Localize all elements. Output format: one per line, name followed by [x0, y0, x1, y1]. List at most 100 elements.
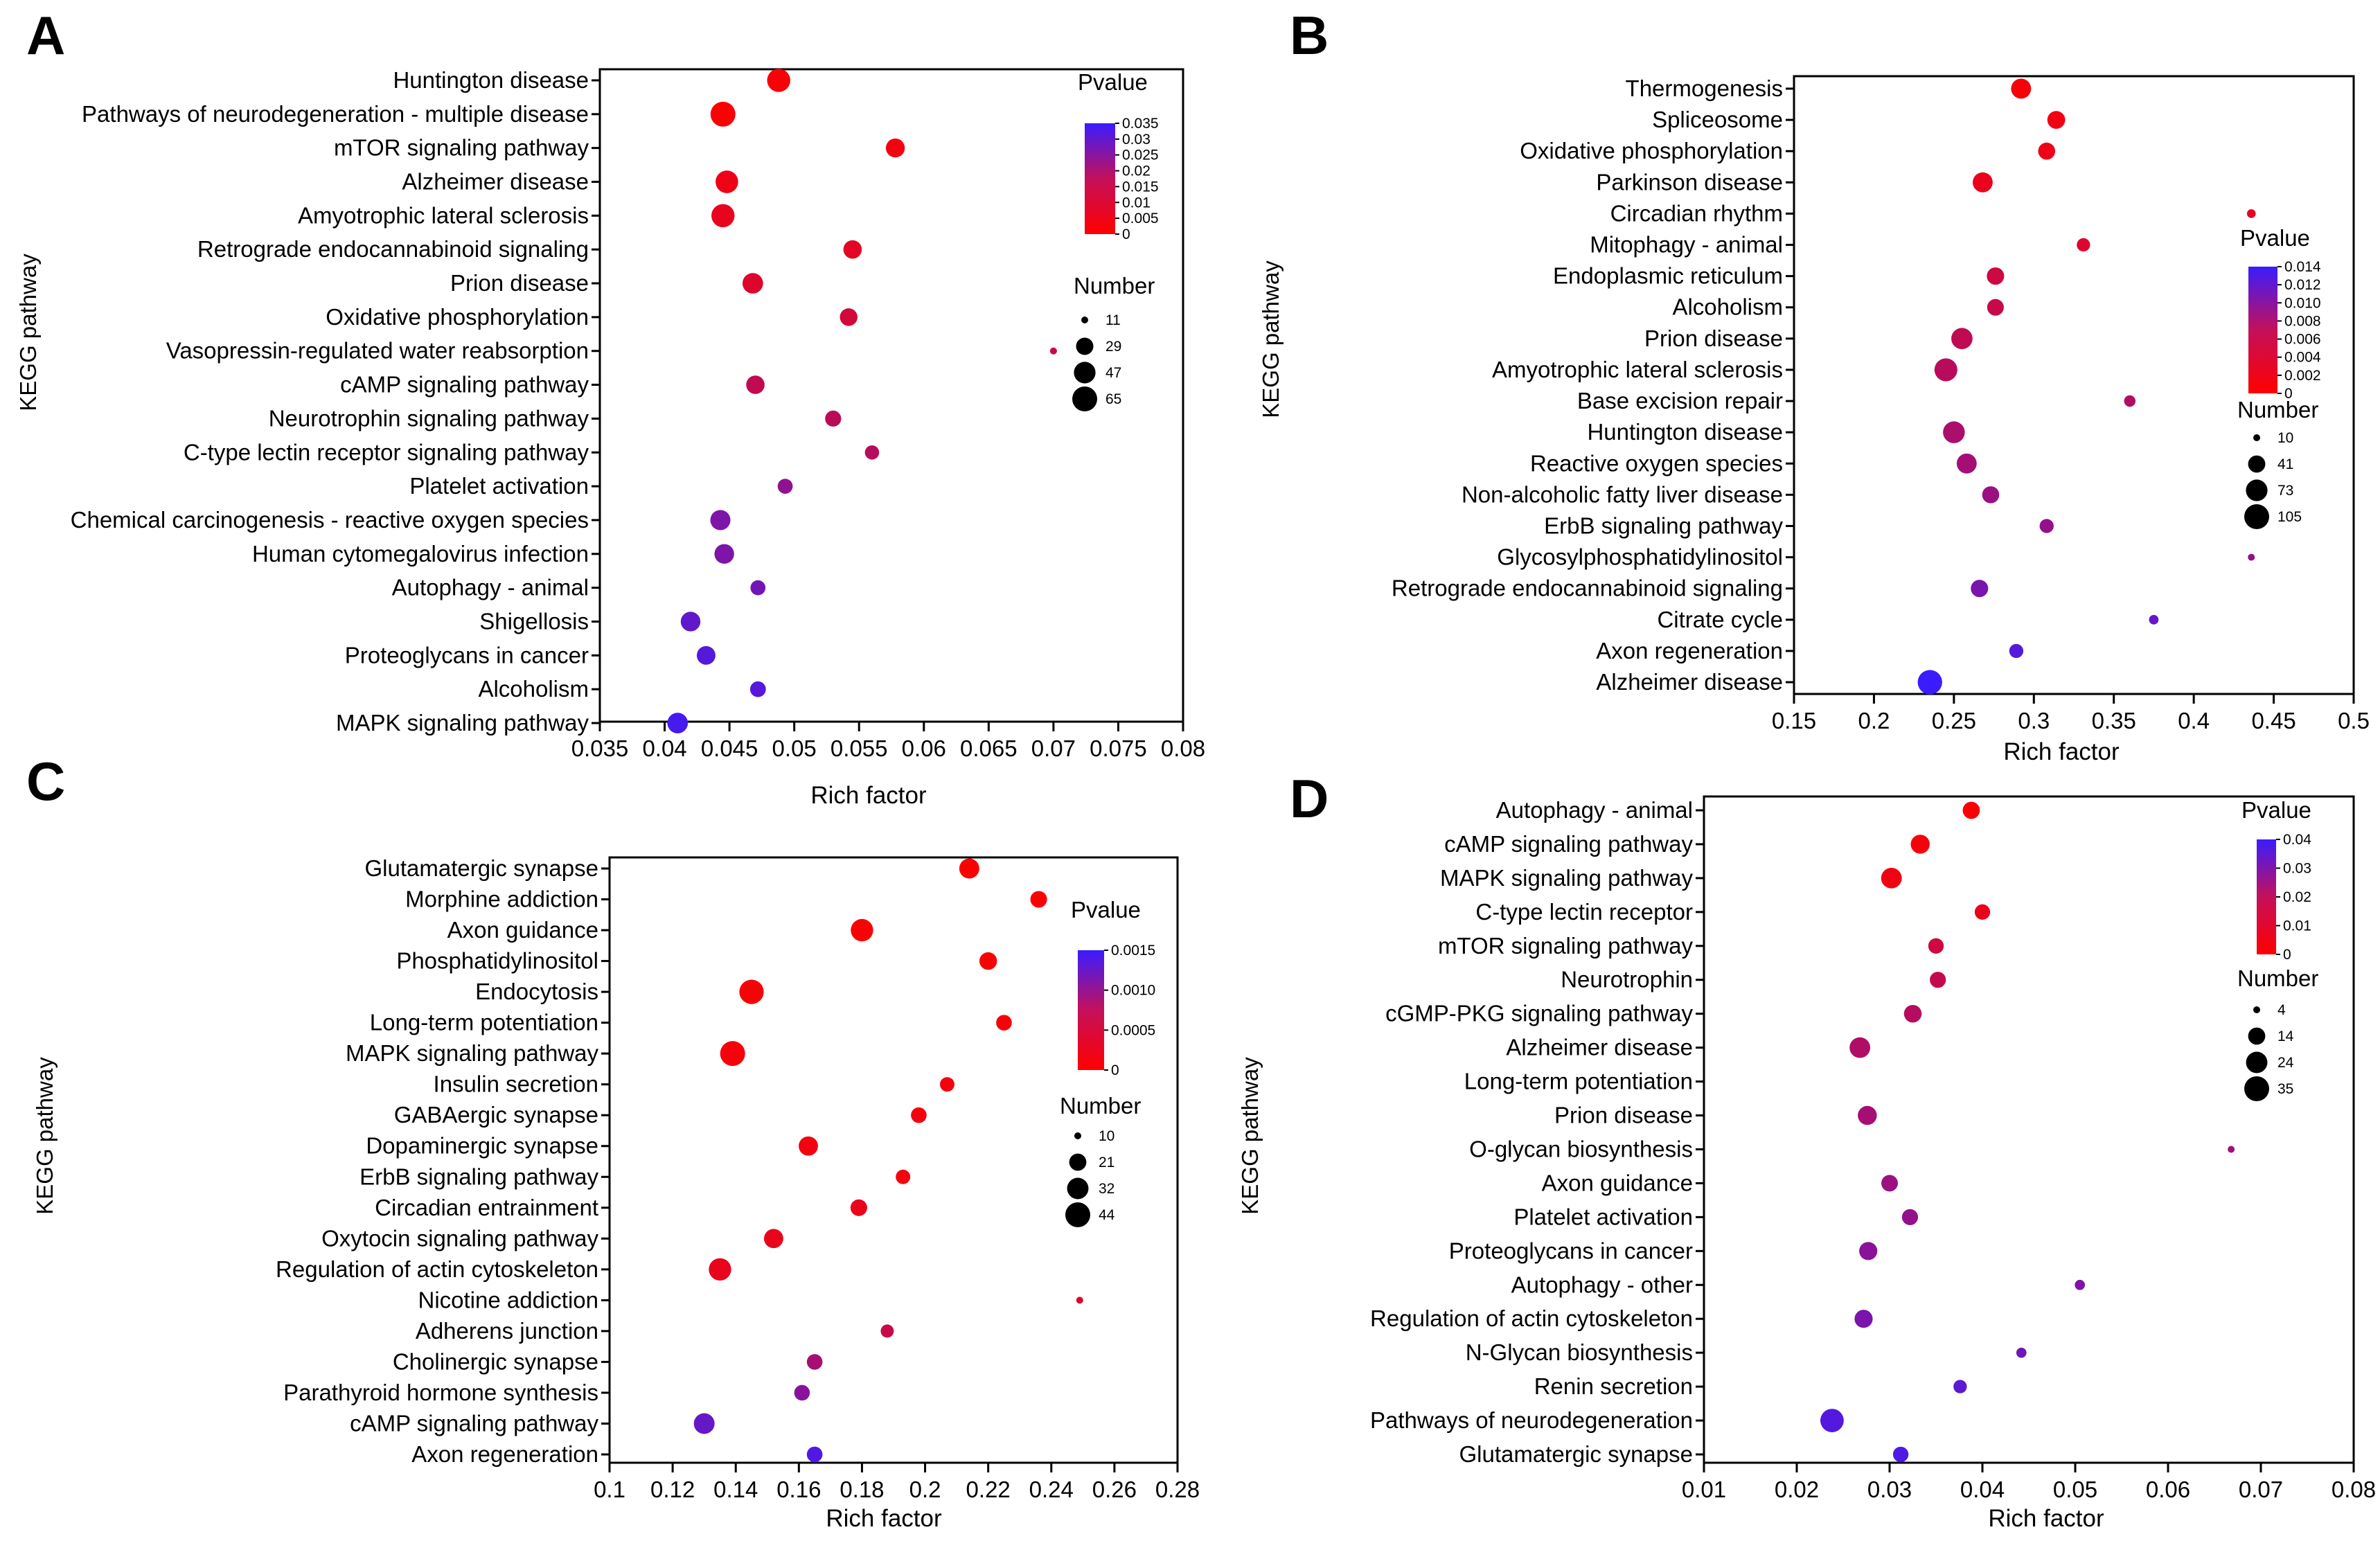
pvalue-tick-label: 0.0015	[1111, 943, 1155, 959]
x-tick-label: 0.3	[2018, 708, 2050, 733]
y-tick-label: Chemical carcinogenesis - reactive oxyge…	[71, 507, 589, 533]
data-point	[742, 273, 763, 294]
y-tick-label: O-glycan biosynthesis	[1469, 1136, 1693, 1161]
y-tick-label: MAPK signaling pathway	[1440, 865, 1694, 891]
y-tick-label: Alcoholism	[1672, 294, 1783, 320]
pvalue-tick-label: 0.025	[1122, 148, 1159, 163]
y-tick-label: Retrograde endocannabinoid signaling	[1392, 576, 1783, 601]
y-tick-label: Adherens junction	[416, 1318, 598, 1344]
data-point	[2246, 209, 2256, 218]
y-tick-label: Axon guidance	[1542, 1170, 1693, 1195]
y-tick-label: Phosphatidylinositol	[396, 948, 598, 974]
data-point	[1859, 1242, 1878, 1261]
data-point	[749, 681, 766, 697]
pvalue-tick-label: 0.03	[2283, 861, 2311, 877]
plot-frame	[1793, 75, 2355, 695]
data-point	[763, 1229, 783, 1249]
x-tick-label: 0.28	[1155, 1477, 1200, 1502]
y-tick-label: Autophagy - other	[1511, 1272, 1693, 1297]
data-point	[680, 612, 701, 632]
y-tick-label: Non-alcoholic fatty liver disease	[1462, 481, 1783, 507]
number-legend-dot	[2246, 479, 2268, 501]
data-point	[843, 240, 862, 259]
data-point	[896, 1169, 911, 1184]
data-point	[1854, 1310, 1873, 1328]
y-tick-label: GABAergic synapse	[394, 1102, 598, 1128]
y-tick-label: ErbB signaling pathway	[1544, 513, 1783, 538]
y-tick-label: Alcoholism	[478, 676, 589, 702]
x-tick-label: 0.45	[2251, 708, 2295, 733]
pvalue-tick-label: 0.014	[2284, 259, 2321, 275]
number-legend-dot	[1067, 1177, 1089, 1200]
x-tick-label: 0.12	[650, 1477, 695, 1502]
x-tick-label: 0.15	[1772, 708, 1816, 733]
y-tick-label: Shigellosis	[479, 608, 589, 634]
data-point	[1971, 580, 1989, 598]
data-point	[1956, 453, 1977, 474]
x-tick-label: 0.2	[1858, 708, 1890, 733]
x-tick-label: 0.22	[966, 1477, 1011, 1502]
number-legend-dot	[2248, 455, 2266, 473]
data-point	[825, 410, 842, 427]
x-axis-title: Rich factor	[826, 1505, 942, 1532]
data-point	[1820, 1409, 1844, 1432]
data-point	[767, 69, 790, 92]
x-tick-label: 0.06	[902, 736, 946, 761]
y-tick-label: Circadian entrainment	[375, 1195, 598, 1220]
pvalue-tick-label: 0	[2284, 386, 2293, 402]
y-tick-label: cAMP signaling pathway	[340, 372, 589, 398]
y-tick-label: Glutamatergic synapse	[365, 855, 599, 881]
pvalue-tick-label: 0.006	[2284, 332, 2321, 348]
y-tick-label: mTOR signaling pathway	[1438, 933, 1694, 959]
data-point	[667, 713, 689, 733]
x-tick-label: 0.055	[831, 736, 888, 761]
number-legend-label: 41	[2277, 456, 2293, 472]
y-tick-label: Pathways of neurodegeneration - multiple…	[82, 101, 589, 127]
y-tick-label: Proteoglycans in cancer	[1449, 1238, 1693, 1263]
data-point	[709, 1258, 731, 1281]
y-tick-label: Thermogenesis	[1626, 75, 1783, 101]
panel-label: D	[1290, 768, 1329, 829]
data-point	[714, 544, 734, 564]
number-legend-dot	[1069, 1153, 1087, 1171]
y-tick-label: cAMP signaling pathway	[350, 1410, 598, 1436]
x-tick-label: 0.01	[1682, 1477, 1726, 1502]
x-tick-label: 0.02	[1775, 1477, 1819, 1502]
data-point	[2228, 1146, 2235, 1153]
y-tick-label: Endoplasmic reticulum	[1553, 263, 1783, 289]
y-axis-title: KEGG pathway	[32, 1057, 57, 1215]
number-legend-label: 73	[2277, 483, 2293, 499]
x-tick-label: 0.03	[1867, 1477, 1912, 1502]
number-legend-dot	[1081, 317, 1088, 323]
number-legend-label: 24	[2277, 1055, 2294, 1071]
y-axis-title: KEGG pathway	[1258, 260, 1284, 418]
data-point	[1928, 938, 1944, 954]
x-tick-label: 0.07	[1031, 736, 1076, 761]
data-point	[1951, 328, 1973, 350]
data-point	[739, 979, 764, 1004]
number-legend-dot	[2244, 1076, 2269, 1101]
x-tick-label: 0.04	[642, 736, 686, 761]
data-point	[750, 580, 766, 596]
number-legend-dot	[1074, 362, 1096, 384]
pvalue-tick-label: 0.008	[2284, 313, 2321, 329]
y-tick-label: Neurotrophin	[1561, 967, 1693, 992]
plot-frame	[1703, 795, 2355, 1464]
data-point	[1987, 299, 2004, 316]
y-tick-label: Oxytocin signaling pathway	[321, 1225, 598, 1251]
y-tick-label: Regulation of actin cytoskeleton	[276, 1256, 598, 1282]
pvalue-colorbar	[2257, 839, 2276, 954]
y-tick-label: Mitophagy - animal	[1590, 232, 1783, 258]
y-tick-label: Autophagy - animal	[1496, 797, 1693, 823]
number-legend-label: 11	[1105, 312, 1121, 328]
pvalue-tick-label: 0.015	[1122, 179, 1159, 195]
x-tick-label: 0.18	[840, 1477, 884, 1502]
x-axis-title: Rich factor	[810, 782, 927, 809]
y-tick-label: Citrate cycle	[1657, 607, 1783, 632]
x-tick-label: 0.5	[2338, 708, 2370, 733]
y-tick-label: Regulation of actin cytoskeleton	[1370, 1306, 1693, 1331]
y-tick-label: Oxidative phosphorylation	[1520, 138, 1783, 163]
pvalue-tick-label: 0.0010	[1111, 983, 1155, 999]
x-tick-label: 0.35	[2092, 708, 2136, 733]
